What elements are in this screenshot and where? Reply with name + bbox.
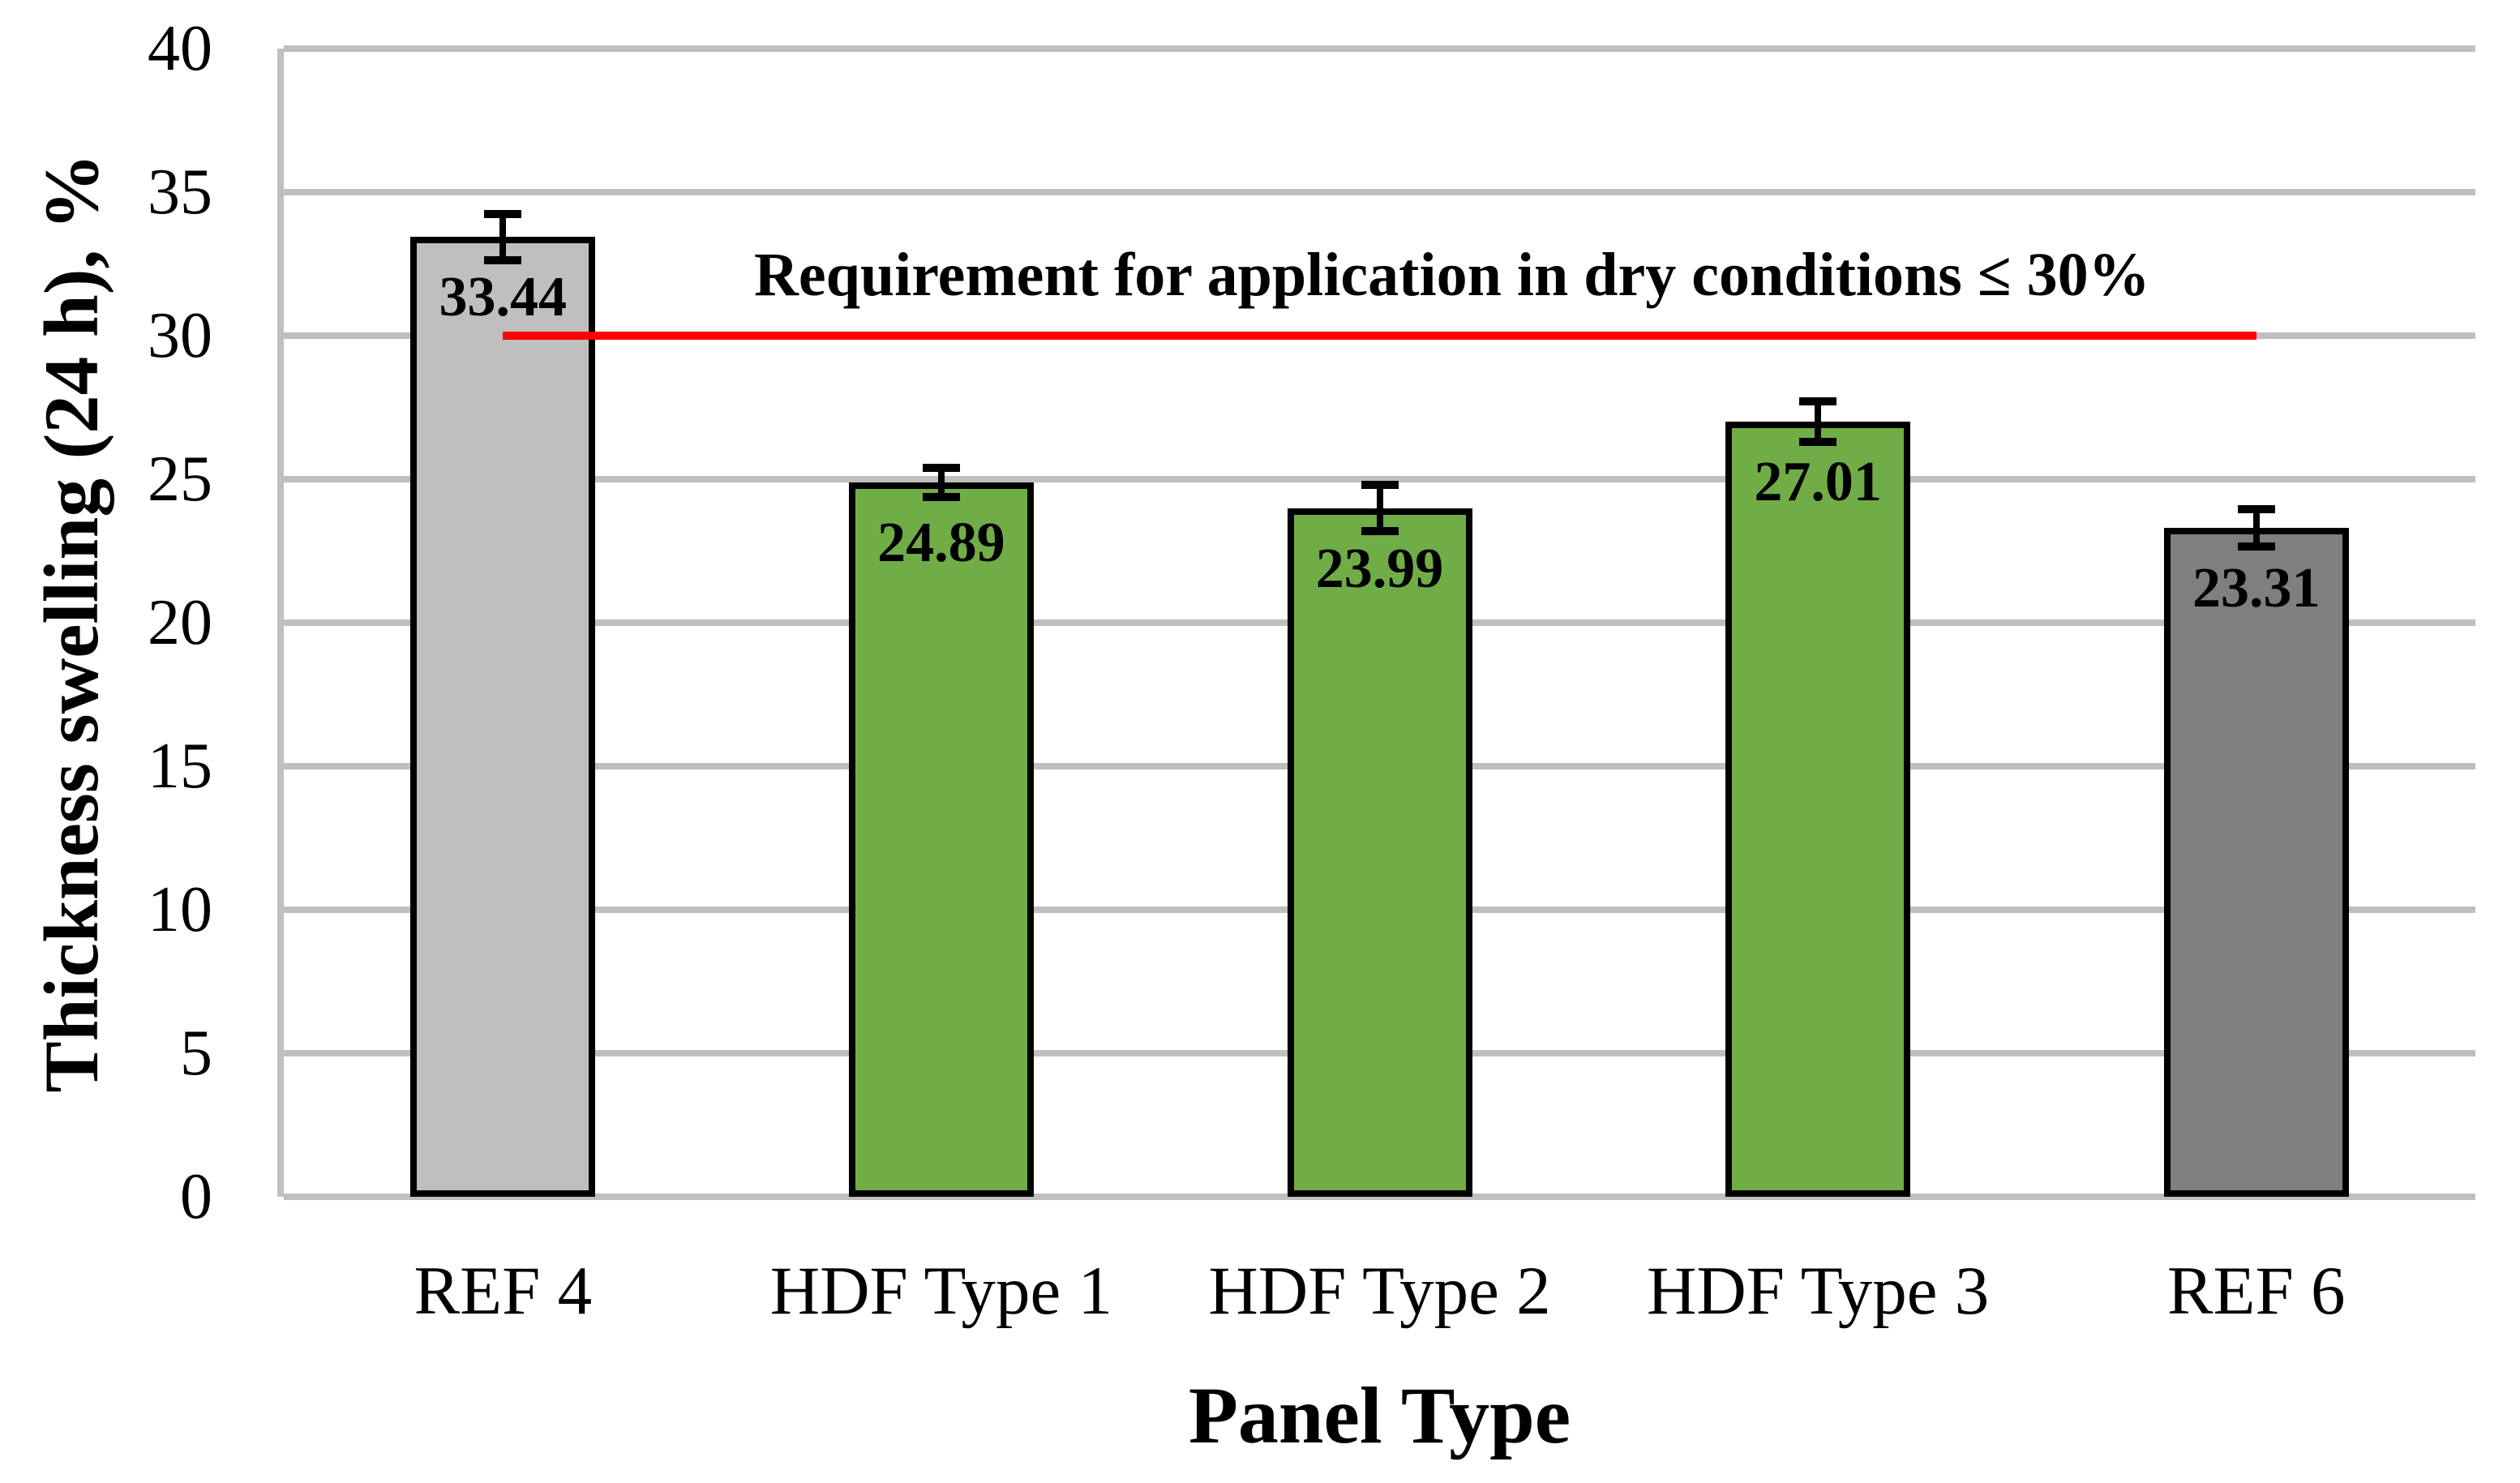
error-bar-cap-top-hdf-type-3 bbox=[1799, 397, 1837, 406]
x-axis-title: Panel Type bbox=[1188, 1370, 1571, 1460]
bar-value-label-ref-4: 33.44 bbox=[439, 266, 568, 329]
bar-hdf-type-3 bbox=[1725, 421, 1911, 1197]
y-tick-label-25: 25 bbox=[148, 444, 212, 515]
gridline-y-0 bbox=[284, 1194, 2475, 1200]
bar-ref-6 bbox=[2163, 527, 2349, 1197]
x-tick-label-ref-4: REF 4 bbox=[414, 1253, 593, 1329]
y-tick-label-40: 40 bbox=[148, 13, 212, 84]
y-tick-label-0: 0 bbox=[180, 1161, 212, 1232]
error-bar-whisker-hdf-type-1 bbox=[937, 468, 945, 497]
bar-ref-4 bbox=[410, 237, 596, 1197]
x-tick-label-hdf-type-1: HDF Type 1 bbox=[769, 1253, 1112, 1329]
error-bar-cap-top-ref-4 bbox=[484, 209, 522, 218]
x-axis-tick-labels: REF 4 HDF Type 1 HDF Type 2 HDF Type 3 REF 6 bbox=[284, 1253, 2475, 1351]
error-bar-cap-top-hdf-type-1 bbox=[922, 464, 960, 473]
bar-value-label-hdf-type-1: 24.89 bbox=[877, 511, 1005, 574]
threshold-line bbox=[503, 332, 2256, 340]
y-tick-label-10: 10 bbox=[148, 874, 212, 945]
gridline-y-25 bbox=[284, 476, 2475, 482]
y-tick-label-35: 35 bbox=[148, 156, 212, 228]
plot-area: Requirement for application in dry condi… bbox=[277, 45, 2475, 1200]
error-bar-cap-bottom-hdf-type-1 bbox=[922, 492, 960, 501]
error-bar-whisker-hdf-type-2 bbox=[1376, 485, 1383, 532]
x-tick-label-ref-6: REF 6 bbox=[2166, 1253, 2346, 1329]
bar-value-label-hdf-type-3: 27.01 bbox=[1754, 450, 1882, 513]
y-tick-label-15: 15 bbox=[148, 731, 212, 802]
y-tick-label-30: 30 bbox=[148, 300, 212, 371]
x-tick-label-hdf-type-2: HDF Type 2 bbox=[1208, 1253, 1551, 1329]
bar-value-label-hdf-type-2: 23.99 bbox=[1315, 537, 1444, 600]
x-tick-label-hdf-type-3: HDF Type 3 bbox=[1646, 1253, 1990, 1329]
gridline-y-35 bbox=[284, 189, 2475, 195]
gridline-y-40 bbox=[284, 45, 2475, 52]
error-bar-cap-top-hdf-type-2 bbox=[1361, 481, 1399, 490]
bar-value-label-ref-6: 23.31 bbox=[2192, 556, 2321, 619]
error-bar-whisker-ref-4 bbox=[499, 213, 507, 260]
error-bar-cap-bottom-hdf-type-3 bbox=[1799, 437, 1837, 446]
error-bar-cap-bottom-ref-6 bbox=[2237, 542, 2275, 551]
error-bar-whisker-ref-6 bbox=[2252, 508, 2260, 546]
error-bar-cap-top-ref-6 bbox=[2237, 504, 2275, 513]
bar-hdf-type-2 bbox=[1287, 508, 1472, 1197]
error-bar-whisker-hdf-type-3 bbox=[1815, 401, 1822, 442]
bar-hdf-type-1 bbox=[848, 482, 1034, 1197]
requirement-annotation: Requirement for application in dry condi… bbox=[754, 241, 2150, 309]
y-tick-label-5: 5 bbox=[180, 1018, 212, 1089]
error-bar-cap-bottom-hdf-type-2 bbox=[1361, 527, 1399, 536]
y-axis-tick-labels: 0 5 10 15 20 25 30 35 40 bbox=[0, 16, 212, 1229]
error-bar-cap-bottom-ref-4 bbox=[484, 255, 522, 264]
y-tick-label-20: 20 bbox=[148, 587, 212, 658]
